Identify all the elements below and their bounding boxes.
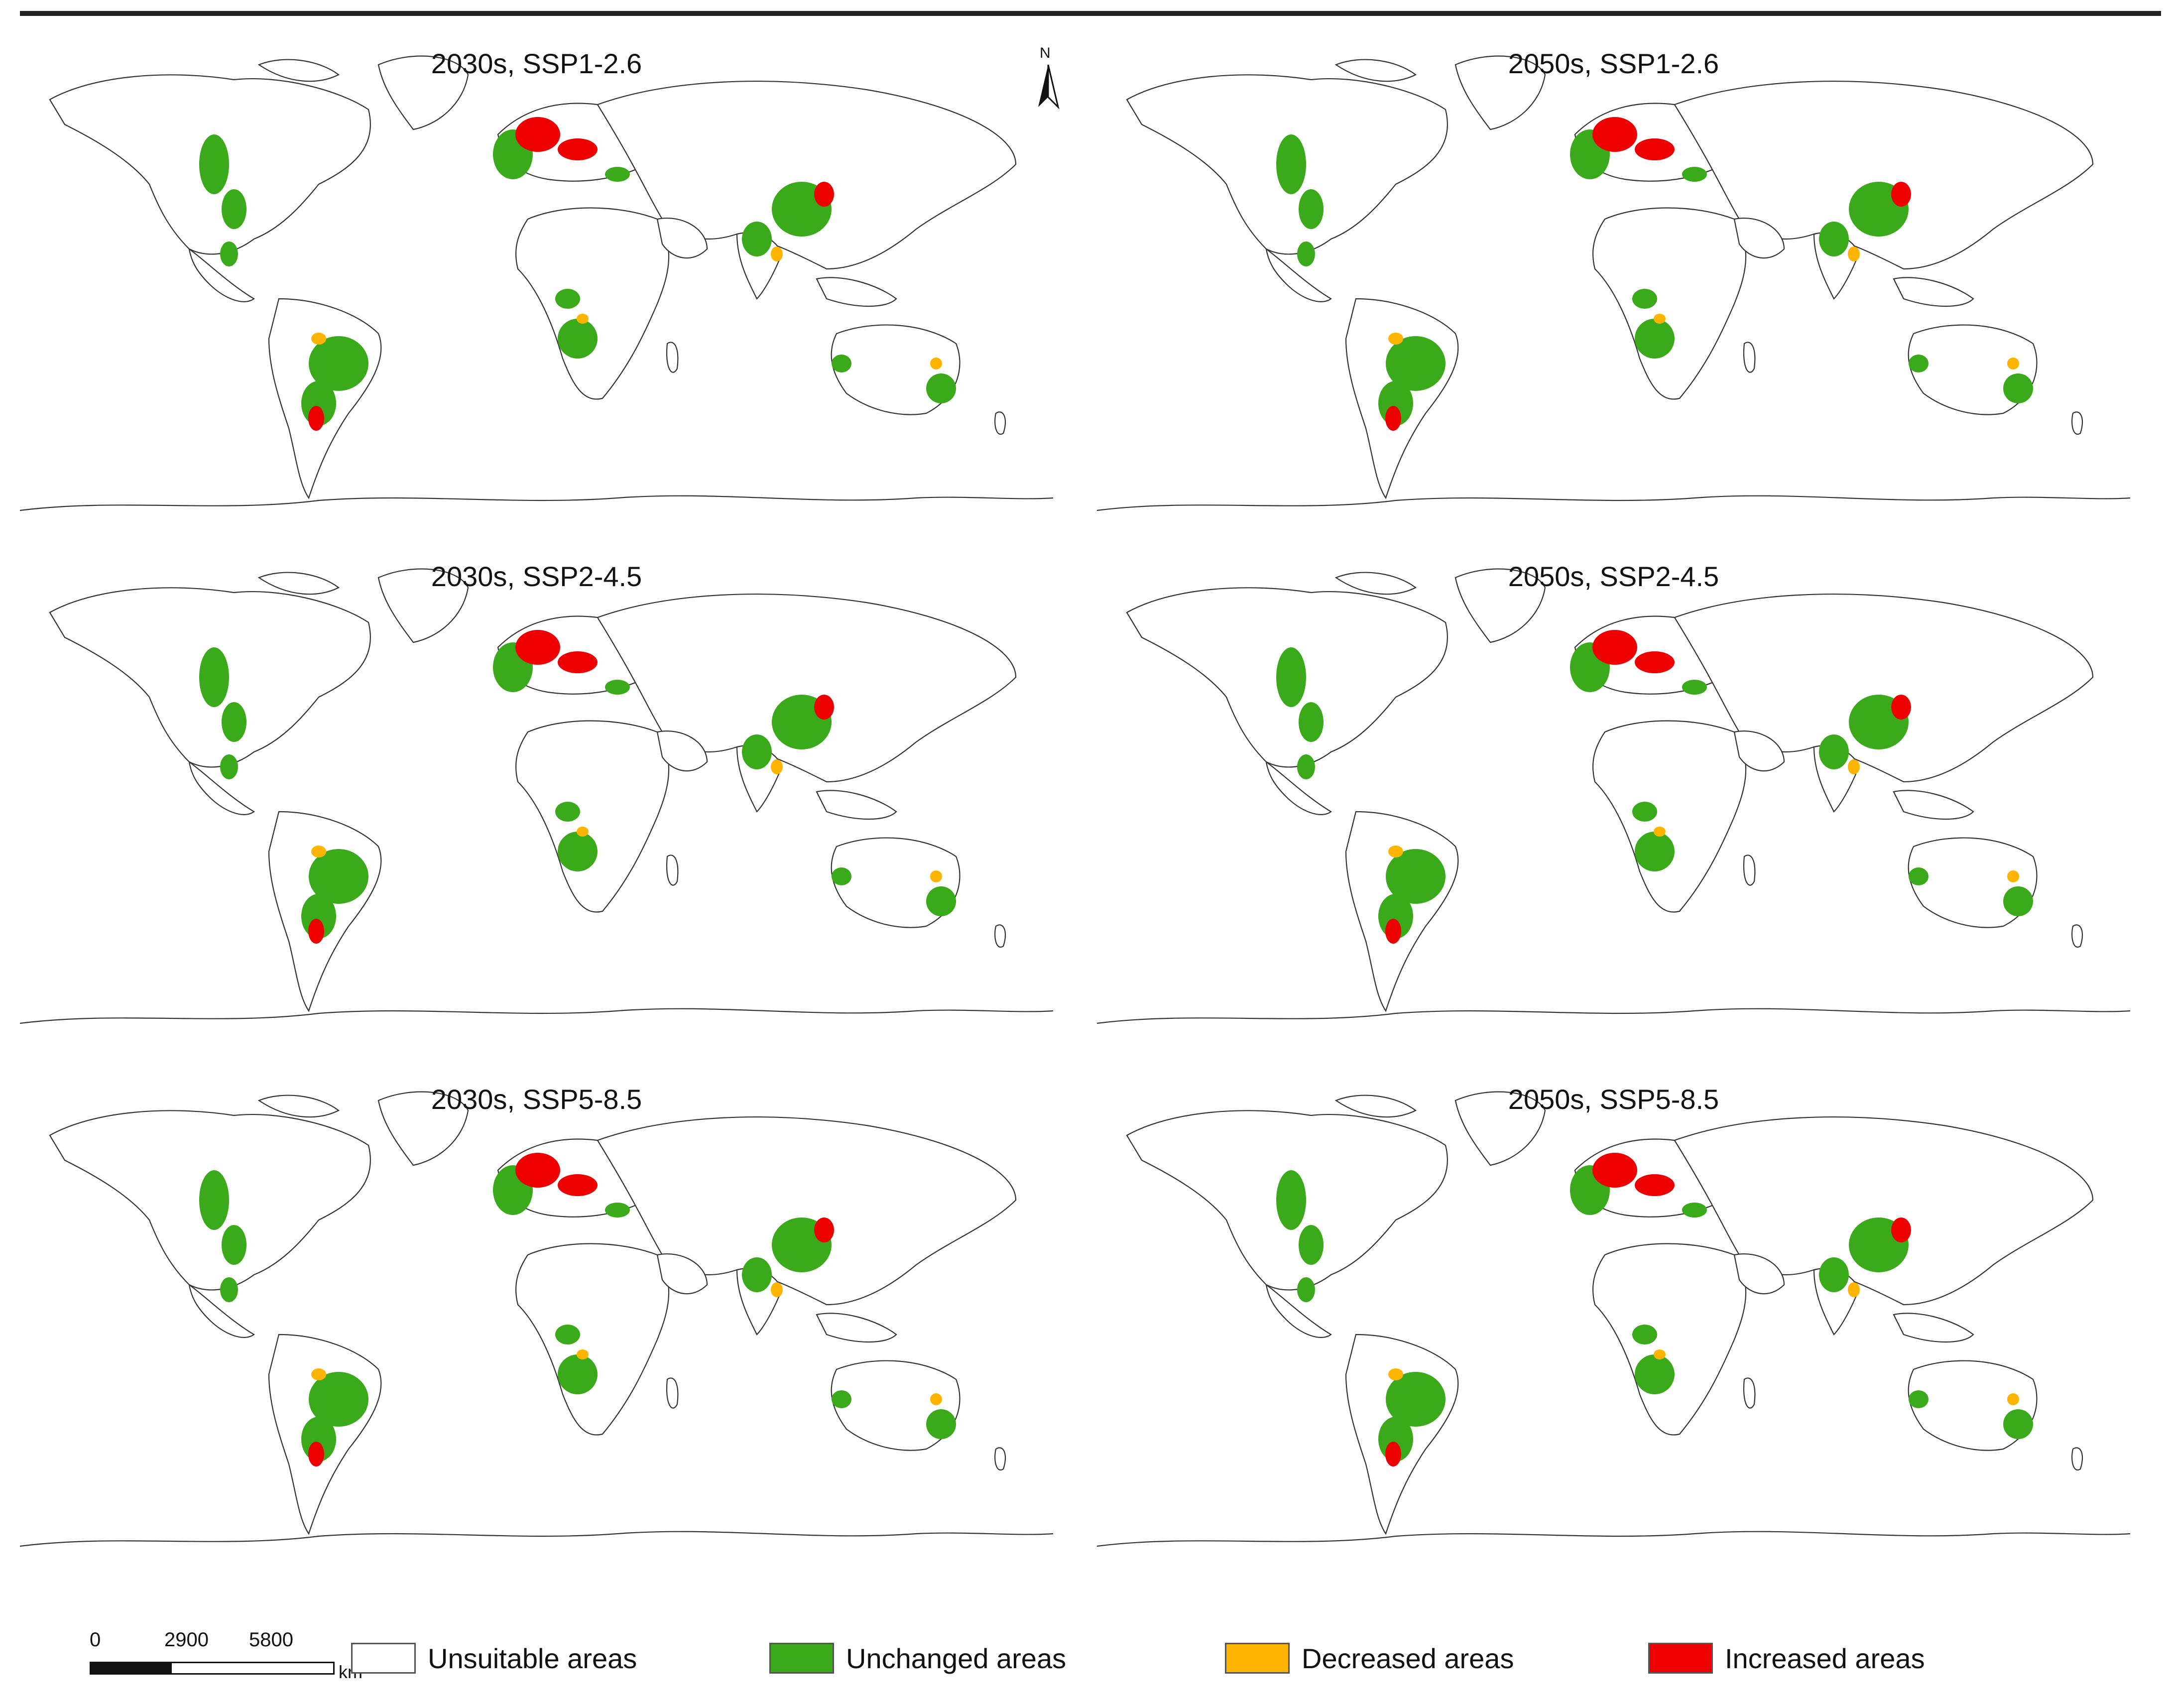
world-map [20, 55, 1053, 511]
scale-bar: 0 2900 5800 km [90, 1629, 362, 1682]
panel-title: 2030s, SSP1-2.6 [431, 48, 642, 79]
legend-swatch [1648, 1643, 1713, 1674]
legend-item-unsuitable: Unsuitable areas [351, 1641, 637, 1676]
map-panel-2030s-ssp2: 2030s, SSP2-4.5 [20, 533, 1053, 1046]
world-map [1097, 55, 2130, 511]
scale-tick-5800: 5800 [249, 1629, 293, 1651]
panel-title: 2050s, SSP5-8.5 [1508, 1084, 1719, 1115]
legend-label: Decreased areas [1302, 1642, 1514, 1674]
legend-label: Unchanged areas [846, 1642, 1067, 1674]
map-panel-2050s-ssp2: 2050s, SSP2-4.5 [1097, 533, 2130, 1046]
scale-tick-0: 0 [90, 1629, 101, 1651]
legend-item-increased: Increased areas [1648, 1641, 1925, 1676]
legend-item-unchanged: Unchanged areas [769, 1641, 1066, 1676]
world-map [1097, 568, 2130, 1024]
world-map [20, 568, 1053, 1024]
legend-label: Increased areas [1725, 1642, 1925, 1674]
panel-title: 2030s, SSP2-4.5 [431, 561, 642, 592]
map-panel-2030s-ssp5: 2030s, SSP5-8.5 [20, 1056, 1053, 1569]
scale-tick-2900: 2900 [164, 1629, 209, 1651]
world-map [1097, 1091, 2130, 1547]
world-map [20, 1091, 1053, 1547]
scale-segment-white [170, 1662, 335, 1675]
legend-label: Unsuitable areas [428, 1642, 637, 1674]
legend-swatch [769, 1643, 834, 1674]
legend-item-decreased: Decreased areas [1225, 1641, 1514, 1676]
panel-title: 2050s, SSP1-2.6 [1508, 48, 1719, 79]
panel-title: 2050s, SSP2-4.5 [1508, 561, 1719, 592]
map-panel-2050s-ssp1: 2050s, SSP1-2.6 [1097, 20, 2130, 533]
legend-swatch [351, 1643, 416, 1674]
scale-segment-black [90, 1662, 172, 1675]
top-rule [20, 11, 2161, 16]
panel-title: 2030s, SSP5-8.5 [431, 1084, 642, 1115]
legend-swatch [1225, 1643, 1290, 1674]
map-panel-2030s-ssp1: 2030s, SSP1-2.6 [20, 20, 1053, 533]
north-arrow-label: N [1040, 45, 1051, 61]
map-panel-2050s-ssp5: 2050s, SSP5-8.5 [1097, 1056, 2130, 1569]
north-arrow-icon [1038, 64, 1060, 110]
